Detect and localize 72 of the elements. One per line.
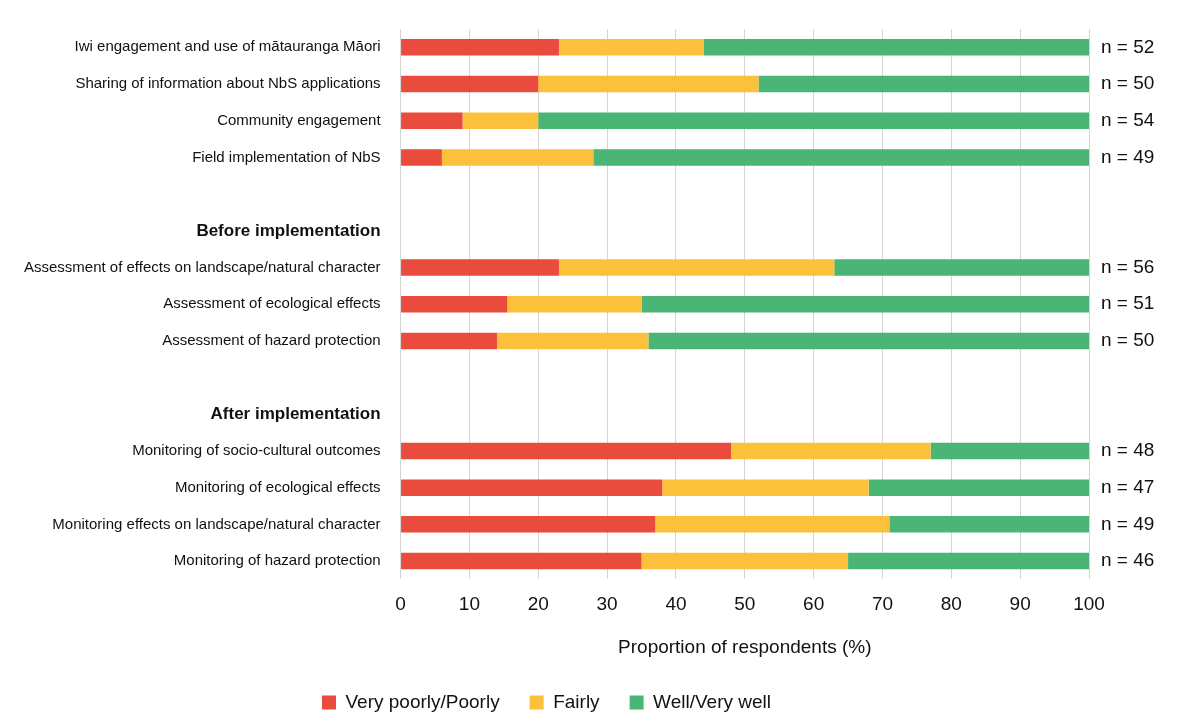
bar bbox=[401, 295, 508, 313]
bar bbox=[401, 149, 442, 166]
bar bbox=[507, 295, 642, 313]
bar bbox=[462, 112, 539, 129]
text: n = 52 bbox=[1101, 35, 1155, 57]
bar bbox=[868, 479, 1089, 496]
x-tick-label: 0 bbox=[395, 593, 406, 615]
bar bbox=[401, 75, 539, 93]
y-tick-label: Assessment of hazard protection bbox=[162, 331, 381, 349]
x-tick-label: 30 bbox=[596, 593, 618, 615]
bar bbox=[401, 39, 559, 56]
y-tick-label: Iwi engagement and use of mātauranga Māori bbox=[74, 37, 381, 55]
y-tick-label: Monitoring of ecological effects bbox=[174, 477, 381, 495]
bar bbox=[401, 332, 497, 350]
bar bbox=[538, 75, 759, 93]
x-tick-label: 70 bbox=[871, 593, 894, 615]
bar bbox=[834, 259, 1089, 276]
y-tick-label: Assessment of effects on landscape/natural character bbox=[23, 257, 381, 275]
x-tick-label: 10 bbox=[458, 593, 480, 615]
text: n = 47 bbox=[1101, 475, 1155, 497]
legend-label: Very poorly/Poorly bbox=[345, 690, 501, 712]
y-tick-label: Monitoring of socio-cultural outcomes bbox=[132, 441, 381, 459]
x-tick-label: 80 bbox=[940, 593, 962, 615]
text: n = 49 bbox=[1101, 512, 1155, 534]
bar bbox=[401, 479, 663, 496]
x-tick-label: 50 bbox=[734, 593, 756, 615]
bar bbox=[662, 479, 869, 496]
bar bbox=[731, 442, 931, 460]
bar bbox=[593, 149, 1089, 166]
y-tick-label: Monitoring effects on landscape/natural character bbox=[52, 514, 381, 532]
text: n = 56 bbox=[1101, 255, 1155, 277]
x-axis-title: Proportion of respondents (%) bbox=[618, 635, 872, 657]
bar bbox=[558, 39, 704, 56]
text: n = 51 bbox=[1101, 292, 1155, 314]
legend-label: Fairly bbox=[553, 690, 601, 712]
text: n = 46 bbox=[1101, 549, 1155, 571]
bar bbox=[648, 332, 1089, 350]
x-tick-label: 100 bbox=[1073, 593, 1105, 615]
bar bbox=[401, 516, 656, 533]
bar bbox=[641, 295, 1089, 313]
text: n = 50 bbox=[1101, 329, 1155, 351]
y-tick-label: Assessment of ecological effects bbox=[163, 294, 381, 312]
bar bbox=[538, 112, 1089, 129]
x-tick-label: 60 bbox=[803, 593, 825, 615]
bar bbox=[401, 259, 559, 276]
bar bbox=[641, 552, 849, 570]
bar bbox=[496, 332, 649, 350]
bar bbox=[401, 112, 463, 129]
x-tick-label: 40 bbox=[665, 593, 687, 615]
bar bbox=[401, 552, 642, 570]
bar bbox=[758, 75, 1089, 93]
y-tick-label: Before implementation bbox=[196, 220, 381, 240]
text: n = 54 bbox=[1101, 108, 1155, 130]
y-tick-label: Monitoring of hazard protection bbox=[173, 551, 381, 569]
x-tick-label: 90 bbox=[1009, 593, 1031, 615]
bar bbox=[930, 442, 1089, 460]
y-tick-label: Community engagement bbox=[217, 110, 382, 128]
text: n = 49 bbox=[1101, 145, 1155, 167]
x-tick-label: 20 bbox=[527, 593, 549, 615]
bar bbox=[703, 39, 1089, 56]
bar bbox=[889, 516, 1089, 533]
y-tick-label: Field implementation of NbS bbox=[192, 147, 381, 165]
bar bbox=[441, 149, 594, 166]
bar bbox=[558, 259, 835, 276]
y-tick-label: Sharing of information about NbS applications bbox=[75, 74, 381, 92]
bar bbox=[848, 552, 1089, 570]
y-tick-label: After implementation bbox=[210, 403, 381, 423]
legend-label: Well/Very well bbox=[653, 690, 772, 712]
bar bbox=[655, 516, 890, 533]
text: n = 50 bbox=[1101, 72, 1155, 94]
text: n = 48 bbox=[1101, 439, 1155, 461]
bar bbox=[401, 442, 732, 460]
